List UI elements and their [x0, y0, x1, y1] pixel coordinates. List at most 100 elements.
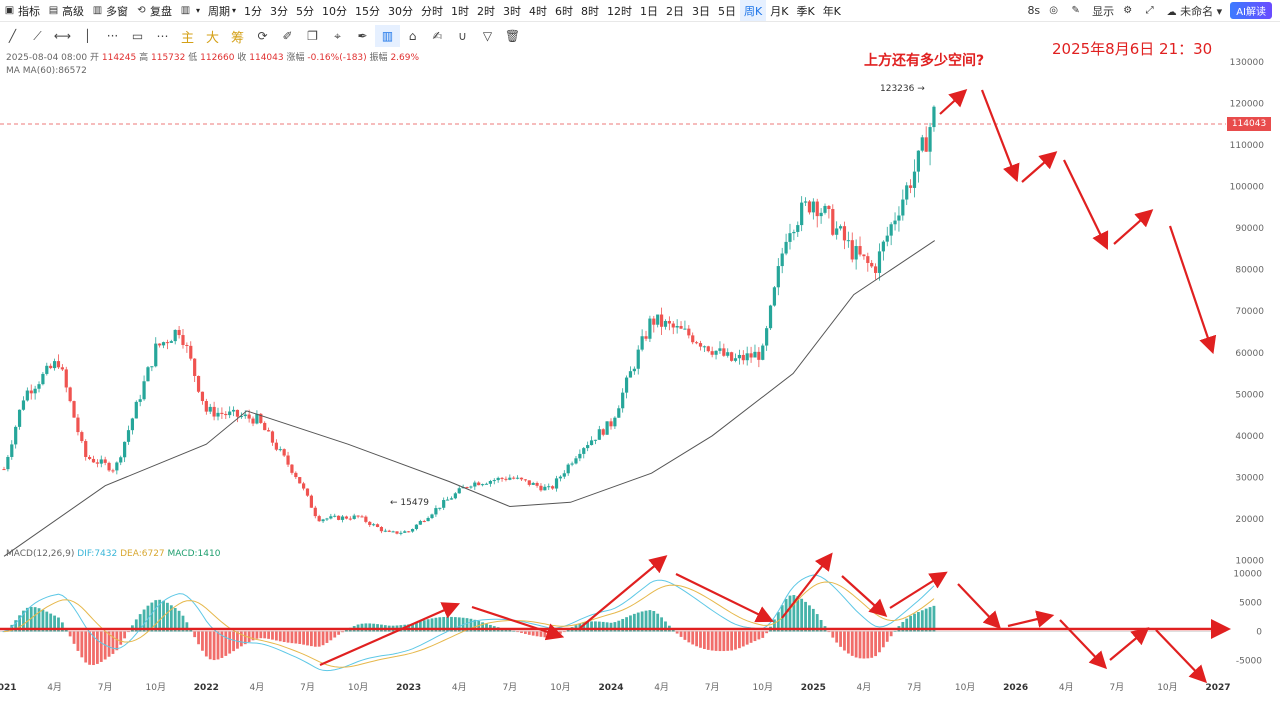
- macd-bar: [278, 631, 282, 642]
- period-tab[interactable]: 6时: [555, 4, 574, 18]
- macd-bar: [306, 631, 309, 646]
- note-icon[interactable]: ✍: [432, 29, 443, 43]
- horizontal-line-icon[interactable]: ⟷: [53, 29, 72, 43]
- lock-icon[interactable]: ⌂: [408, 29, 417, 43]
- more-dots-icon[interactable]: ⋯: [156, 29, 169, 43]
- ai-interpret-button[interactable]: AI解读: [1230, 2, 1272, 19]
- settings-icon[interactable]: ⚙: [1123, 5, 1133, 16]
- annotation-arrow: [957, 583, 1002, 630]
- candle-body: [372, 524, 376, 526]
- ruler-icon[interactable]: ⌖: [334, 28, 341, 43]
- edit-icon[interactable]: ✎: [1071, 5, 1080, 16]
- magnet-icon[interactable]: ∪: [458, 29, 467, 43]
- candle-body: [321, 519, 325, 522]
- period-tab[interactable]: 15分: [355, 4, 381, 18]
- fullscreen-icon[interactable]: ⤢: [1145, 5, 1154, 16]
- copy-icon[interactable]: ❐: [307, 29, 318, 43]
- period-tab[interactable]: 2时: [477, 4, 496, 18]
- display-button[interactable]: 显示: [1092, 4, 1115, 18]
- macd-bar: [239, 631, 243, 647]
- toolbar-indicator-button[interactable]: ▣ 指标: [0, 0, 44, 21]
- period-tab[interactable]: 5日: [718, 4, 737, 18]
- macd-bar: [551, 631, 555, 638]
- macd-bar: [290, 631, 294, 644]
- period-tab[interactable]: 月K: [770, 4, 789, 18]
- refresh-interval[interactable]: 8s: [1027, 4, 1041, 17]
- period-tab[interactable]: 1分: [244, 4, 263, 18]
- period-tab[interactable]: 1时: [451, 4, 470, 18]
- period-tab[interactable]: 10分: [322, 4, 348, 18]
- period-tab[interactable]: 季K: [796, 4, 815, 18]
- candle-body: [484, 483, 489, 485]
- time-tick-label: 10月: [1157, 682, 1177, 693]
- period-tab[interactable]: 3分: [270, 4, 289, 18]
- toolbar-bar-chart-button[interactable]: ▥ ▾: [176, 0, 204, 21]
- pen-icon[interactable]: ✒: [357, 29, 368, 43]
- macd-bar: [193, 631, 197, 638]
- period-tab[interactable]: 3日: [692, 4, 711, 18]
- period-tab[interactable]: 1日: [640, 4, 659, 18]
- toolbar-replay-button[interactable]: ⟲ 复盘: [132, 0, 176, 21]
- macd-bar: [189, 629, 193, 632]
- rectangle-tool-icon[interactable]: ▭: [131, 29, 144, 43]
- toolbar-multi-window-button[interactable]: ▥ 多窗: [88, 0, 132, 21]
- vertical-line-icon[interactable]: │: [83, 29, 92, 43]
- main-force-button[interactable]: 主: [180, 30, 194, 46]
- time-tick-label: 7月: [1109, 682, 1124, 693]
- filter-icon[interactable]: ▽: [482, 29, 493, 43]
- period-tab[interactable]: 4时: [529, 4, 548, 18]
- macd-bar: [574, 625, 578, 632]
- macd-bar: [321, 631, 325, 646]
- price-tick-label: 20000: [1235, 515, 1264, 525]
- candle-body: [33, 388, 37, 394]
- toolbar-period-button[interactable]: 周期 ▾: [204, 0, 240, 21]
- period-tab[interactable]: 周K: [740, 0, 767, 21]
- macd-bar: [858, 631, 862, 659]
- candle-body: [570, 463, 574, 465]
- ohlc-line: 2025-08-04 08:00 开 114245 高 115732 低 112…: [6, 53, 420, 63]
- layout-name[interactable]: ☁ 未命名 ▾: [1166, 4, 1223, 18]
- price-tick-label: 30000: [1235, 473, 1264, 483]
- candle-body: [932, 106, 936, 128]
- period-tab[interactable]: 30分: [388, 4, 414, 18]
- candle-body: [333, 515, 337, 517]
- period-tab[interactable]: 3时: [503, 4, 522, 18]
- period-tab[interactable]: 2日: [666, 4, 685, 18]
- period-tab[interactable]: 分时: [421, 4, 444, 18]
- ray-tool-icon[interactable]: ⟋: [33, 28, 42, 43]
- brush-icon[interactable]: ✐: [282, 29, 293, 43]
- macd-bar: [10, 624, 14, 632]
- trash-icon[interactable]: 🗑: [504, 29, 521, 43]
- candle-body: [543, 486, 547, 491]
- macd-bar: [625, 617, 628, 632]
- more-tools-icon[interactable]: ···: [106, 29, 119, 43]
- chips-button[interactable]: 筹: [230, 30, 244, 46]
- macd-bar: [208, 631, 212, 660]
- line-tool-icon[interactable]: ╱: [8, 29, 17, 43]
- period-tab[interactable]: 12时: [607, 4, 633, 18]
- macd-bar: [846, 631, 850, 654]
- candle-body: [337, 515, 341, 520]
- period-tab[interactable]: 5分: [296, 4, 315, 18]
- sync-icon[interactable]: ⟳: [257, 29, 268, 43]
- macd-bar: [166, 602, 169, 632]
- candle-type-icon[interactable]: ▥: [375, 25, 400, 47]
- macd-bar: [932, 605, 936, 632]
- camera-icon[interactable]: ◎: [1049, 5, 1059, 16]
- macd-bar: [636, 612, 640, 632]
- macd-bar: [286, 631, 290, 643]
- candle-body: [453, 493, 457, 499]
- macd-bar: [632, 613, 636, 632]
- macd-bar: [520, 631, 523, 633]
- macd-bar: [695, 631, 699, 647]
- macd-bar: [804, 601, 807, 632]
- drawing-toolbar: ╱ ⟋ ⟷ │ ··· ▭ ⋯ 主 大 筹 ⟳ ✐ ❐ ⌖ ✒ ▥ ⌂ ✍ ∪ …: [0, 23, 525, 49]
- period-tab[interactable]: 8时: [581, 4, 600, 18]
- candle-body: [10, 444, 14, 457]
- toolbar-calendar-button[interactable]: ▤ 高级: [44, 0, 88, 21]
- price-tick-label: 90000: [1235, 224, 1264, 234]
- candle-body: [519, 477, 524, 480]
- period-tab[interactable]: 年K: [822, 4, 841, 18]
- big-order-button[interactable]: 大: [205, 30, 219, 46]
